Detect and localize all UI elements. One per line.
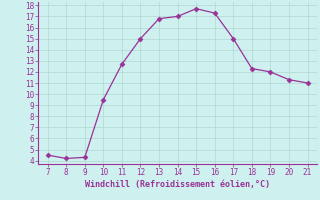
- X-axis label: Windchill (Refroidissement éolien,°C): Windchill (Refroidissement éolien,°C): [85, 180, 270, 189]
